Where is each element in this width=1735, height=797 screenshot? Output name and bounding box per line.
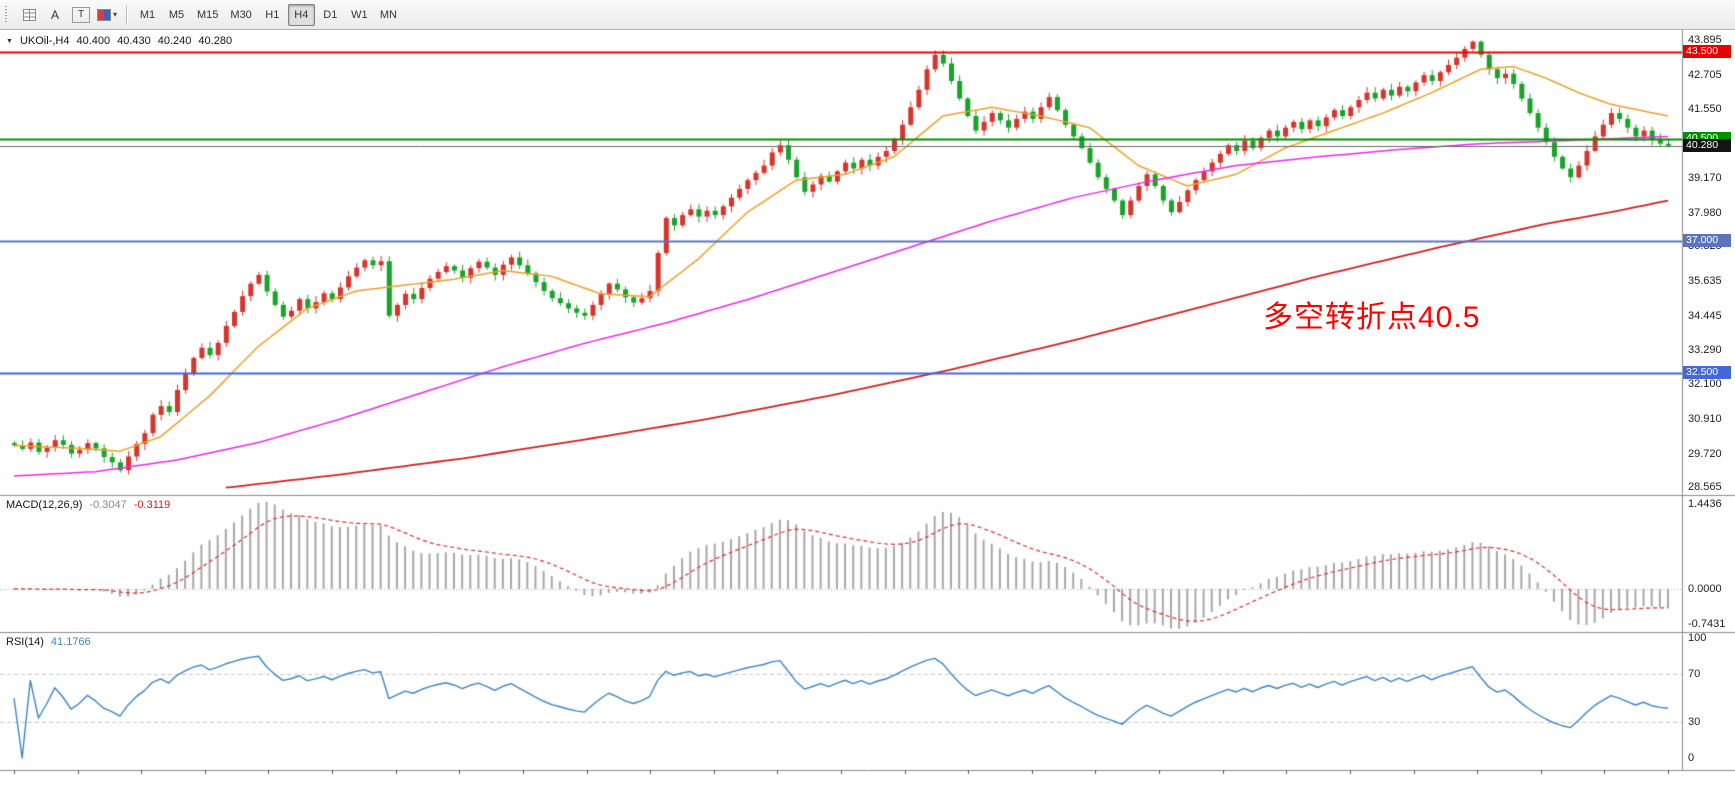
price-scale-label: 41.550 bbox=[1688, 102, 1722, 115]
timeframe-button-m30[interactable]: M30 bbox=[230, 8, 252, 21]
text-tool-button[interactable]: T bbox=[69, 3, 93, 26]
timeframe-group: M1 M5 M15 M30 H1 H4 D1 W1 MN bbox=[133, 3, 403, 26]
price-badge: 32.500 bbox=[1683, 365, 1731, 379]
text-tool-icon: T bbox=[72, 6, 90, 23]
chart-ohlc-header: ▼ UKOil-,H4 40.400 40.430 40.240 40.280 bbox=[6, 35, 232, 47]
grid-icon bbox=[22, 8, 36, 21]
rsi-scale-label: 30 bbox=[1688, 716, 1701, 728]
toolbar: A T ▾ M1 M5 M15 M30 H1 H4 D1 W1 MN bbox=[0, 0, 1735, 30]
price-scale-label: 42.705 bbox=[1688, 69, 1722, 82]
price-scale-label: 35.635 bbox=[1688, 275, 1722, 288]
rsi-scale-label: 100 bbox=[1688, 632, 1707, 644]
open-value: 40.400 bbox=[76, 35, 111, 47]
chart-area: ▼ UKOil-,H4 40.400 40.430 40.240 40.280 … bbox=[0, 30, 1735, 797]
toolbar-drag-handle[interactable] bbox=[5, 5, 12, 24]
low-value: 40.240 bbox=[157, 35, 192, 47]
time-axis[interactable]: 11 May 202013 May 04:0014 May 12:0015 Ma… bbox=[0, 771, 1735, 797]
price-scale-label: 32.100 bbox=[1688, 378, 1722, 391]
price-chart-canvas[interactable] bbox=[0, 30, 1735, 797]
timeframe-button-h1[interactable]: H1 bbox=[265, 8, 280, 21]
price-badge: 37.000 bbox=[1683, 234, 1731, 248]
close-value: 40.280 bbox=[198, 35, 233, 47]
rsi-scale-label: 0 bbox=[1688, 752, 1695, 764]
timeframe-button-w1[interactable]: W1 bbox=[351, 8, 368, 21]
price-scale-label: 34.445 bbox=[1688, 309, 1722, 322]
colors-dropdown-button[interactable]: ▾ bbox=[95, 3, 119, 26]
price-scale-label: 28.565 bbox=[1688, 481, 1722, 494]
high-value: 40.430 bbox=[117, 35, 151, 47]
rsi-scale-label: 70 bbox=[1688, 668, 1701, 680]
timeframe-button-m5[interactable]: M5 bbox=[168, 8, 185, 21]
price-scale-label: 39.170 bbox=[1688, 172, 1722, 185]
macd-scale-label: 0.0000 bbox=[1688, 582, 1722, 595]
macd-scale-label: -0.7431 bbox=[1688, 618, 1726, 630]
toolbar-separator bbox=[126, 4, 127, 25]
symbol-dropdown-icon[interactable]: ▼ bbox=[6, 37, 13, 45]
macd-indicator-label: MACD(12,26,9) -0.3047 -0.3119 bbox=[6, 499, 170, 511]
timeframe-button-d1[interactable]: D1 bbox=[323, 8, 338, 21]
price-scale-label: 43.895 bbox=[1688, 34, 1722, 47]
price-scale-label: 29.720 bbox=[1688, 447, 1722, 460]
macd-signal-value: -0.3119 bbox=[133, 499, 171, 511]
price-badge: 43.500 bbox=[1683, 44, 1731, 58]
timeframe-button-h4[interactable]: H4 bbox=[287, 3, 315, 26]
macd-name: MACD(12,26,9) bbox=[6, 499, 83, 511]
price-scale-label: 30.910 bbox=[1688, 412, 1722, 425]
timeframe-button-m15[interactable]: M15 bbox=[197, 8, 219, 21]
price-scale-label: 33.290 bbox=[1688, 343, 1722, 356]
rsi-indicator-label: RSI(14) 41.1766 bbox=[6, 636, 91, 648]
price-scale-label: 37.980 bbox=[1688, 206, 1722, 219]
rsi-value: 41.1766 bbox=[50, 636, 91, 648]
chart-annotation-text[interactable]: 多空转折点40.5 bbox=[1263, 301, 1481, 334]
grid-button[interactable] bbox=[17, 3, 41, 26]
text-label-tool-button[interactable]: A bbox=[50, 7, 59, 22]
macd-main-value: -0.3047 bbox=[89, 499, 127, 511]
symbol-period-label: UKOil-,H4 bbox=[19, 35, 70, 47]
palette-icon bbox=[96, 8, 111, 21]
macd-scale-label: 1.4436 bbox=[1688, 498, 1722, 510]
rsi-name: RSI(14) bbox=[6, 636, 44, 648]
price-badge: 40.280 bbox=[1683, 138, 1731, 152]
timeframe-button-mn[interactable]: MN bbox=[379, 8, 397, 21]
caret-down-icon: ▾ bbox=[112, 10, 117, 19]
timeframe-button-m1[interactable]: M1 bbox=[139, 8, 156, 21]
